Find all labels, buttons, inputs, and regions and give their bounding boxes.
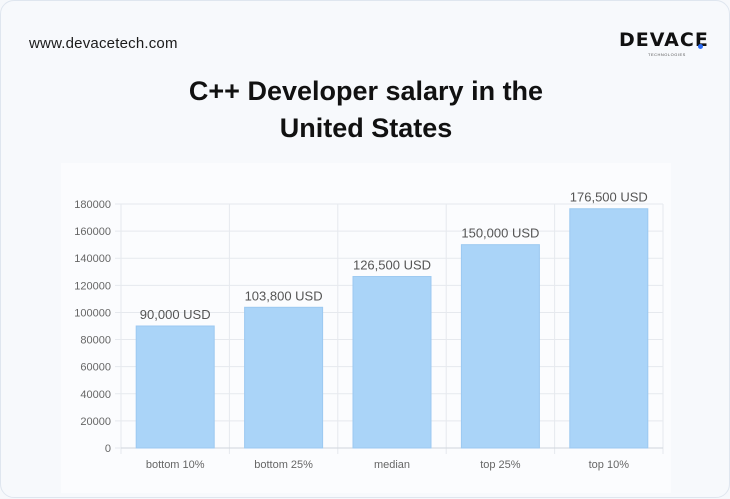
y-tick-label: 160000 (74, 226, 111, 238)
y-tick-label: 80000 (80, 335, 111, 347)
y-tick-label: 140000 (74, 253, 111, 265)
chart-title: C++ Developer salary in the United State… (1, 73, 730, 147)
y-axis-ticks: 0 20000 40000 60000 80000 100000 120000 140000 1… (74, 199, 111, 455)
y-tick-label: 120000 (74, 280, 111, 292)
y-tick-label: 100000 (74, 307, 111, 319)
x-category-label: top 25% (480, 459, 521, 471)
bar (244, 306, 324, 449)
logo-dot-icon (698, 44, 703, 49)
bars (135, 208, 649, 449)
logo-text: DEVACE (619, 29, 709, 51)
data-label: 150,000 USD (461, 226, 539, 241)
data-label: 103,800 USD (245, 288, 323, 303)
x-category-label: top 10% (589, 459, 630, 471)
x-category-label: bottom 25% (254, 459, 313, 471)
y-tick-label: 40000 (80, 389, 111, 401)
x-axis-categories: bottom 10% bottom 25% median top 25% top 10% (146, 459, 629, 471)
y-tick-label: 20000 (80, 416, 111, 428)
chart-title-line-1: C++ Developer salary in the (188, 76, 544, 106)
y-tick-label: 0 (105, 443, 111, 455)
bar (569, 208, 649, 449)
bar (352, 276, 432, 449)
x-category-label: bottom 10% (146, 459, 205, 471)
site-url[interactable]: www.devacetech.com (29, 35, 178, 52)
data-labels: 90,000 USD 103,800 USD 126,500 USD 150,000 … (140, 190, 648, 322)
chart-title-line-2: United States (279, 113, 453, 143)
data-label: 176,500 USD (570, 190, 648, 205)
y-tick-label: 180000 (74, 199, 111, 211)
data-label: 126,500 USD (353, 258, 431, 273)
brand-logo: DEVACE TECHNOLOGIES (619, 29, 708, 59)
data-label: 90,000 USD (140, 307, 211, 322)
x-category-label: median (374, 459, 410, 471)
logo-subtext: TECHNOLOGIES (648, 52, 686, 57)
bar (460, 244, 540, 449)
y-tick-label: 60000 (80, 362, 111, 374)
bar (135, 325, 215, 449)
